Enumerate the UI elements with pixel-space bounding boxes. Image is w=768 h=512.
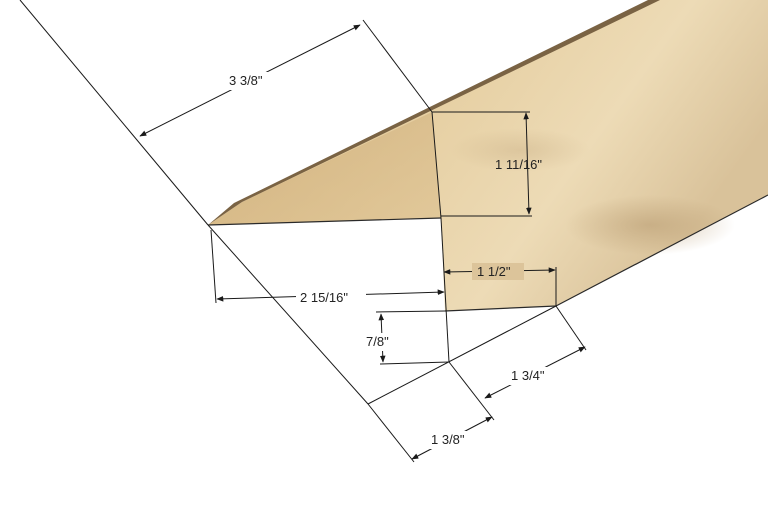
ext-2-15-16-left bbox=[210, 229, 217, 304]
dim-1-3-4-label: 1 3/4" bbox=[511, 368, 545, 383]
extension-line-long bbox=[19, 0, 209, 226]
wood-grain-spot bbox=[565, 195, 735, 255]
ext-7-8-top bbox=[375, 310, 446, 313]
wire-left-diagonal bbox=[207, 224, 369, 405]
dim-1-11-16-line bbox=[523, 112, 532, 215]
ext-1-3-4-right bbox=[555, 305, 587, 351]
wood-grain-spot-2 bbox=[450, 128, 590, 172]
ext-3-3-8-right bbox=[362, 19, 433, 113]
ext-7-8-bottom bbox=[379, 361, 450, 365]
ext-1-3-4-left bbox=[448, 361, 495, 421]
dim-7-8-bg bbox=[362, 333, 400, 351]
dim-2-15-16-label: 2 15/16" bbox=[300, 290, 348, 305]
board-left-section bbox=[208, 112, 441, 225]
board-right-edge bbox=[555, 194, 768, 307]
dim-7-8-label: 7/8" bbox=[366, 334, 389, 349]
dim-3-3-8-label: 3 3/8" bbox=[229, 73, 263, 88]
dim-1-1-2-bg bbox=[472, 263, 524, 280]
cut-line-lower bbox=[440, 217, 450, 363]
board-bottom-edge bbox=[444, 305, 557, 312]
board-front-edge bbox=[207, 217, 442, 226]
dim-1-1-2-label: 1 1/2" bbox=[477, 264, 511, 279]
dim-3-3-8-bg bbox=[222, 72, 278, 90]
dim-1-3-8-bg bbox=[427, 431, 475, 449]
wire-bottom-edge bbox=[367, 305, 557, 405]
dim-1-3-8-label: 1 3/8" bbox=[431, 432, 465, 447]
dim-1-11-16-label: 1 11/16" bbox=[495, 157, 542, 172]
dim-2-15-16-bg bbox=[296, 289, 366, 307]
ext-1-3-8-left bbox=[367, 403, 415, 463]
dim-1-3-4-bg bbox=[507, 367, 555, 385]
cut-line-vertical bbox=[431, 111, 442, 219]
